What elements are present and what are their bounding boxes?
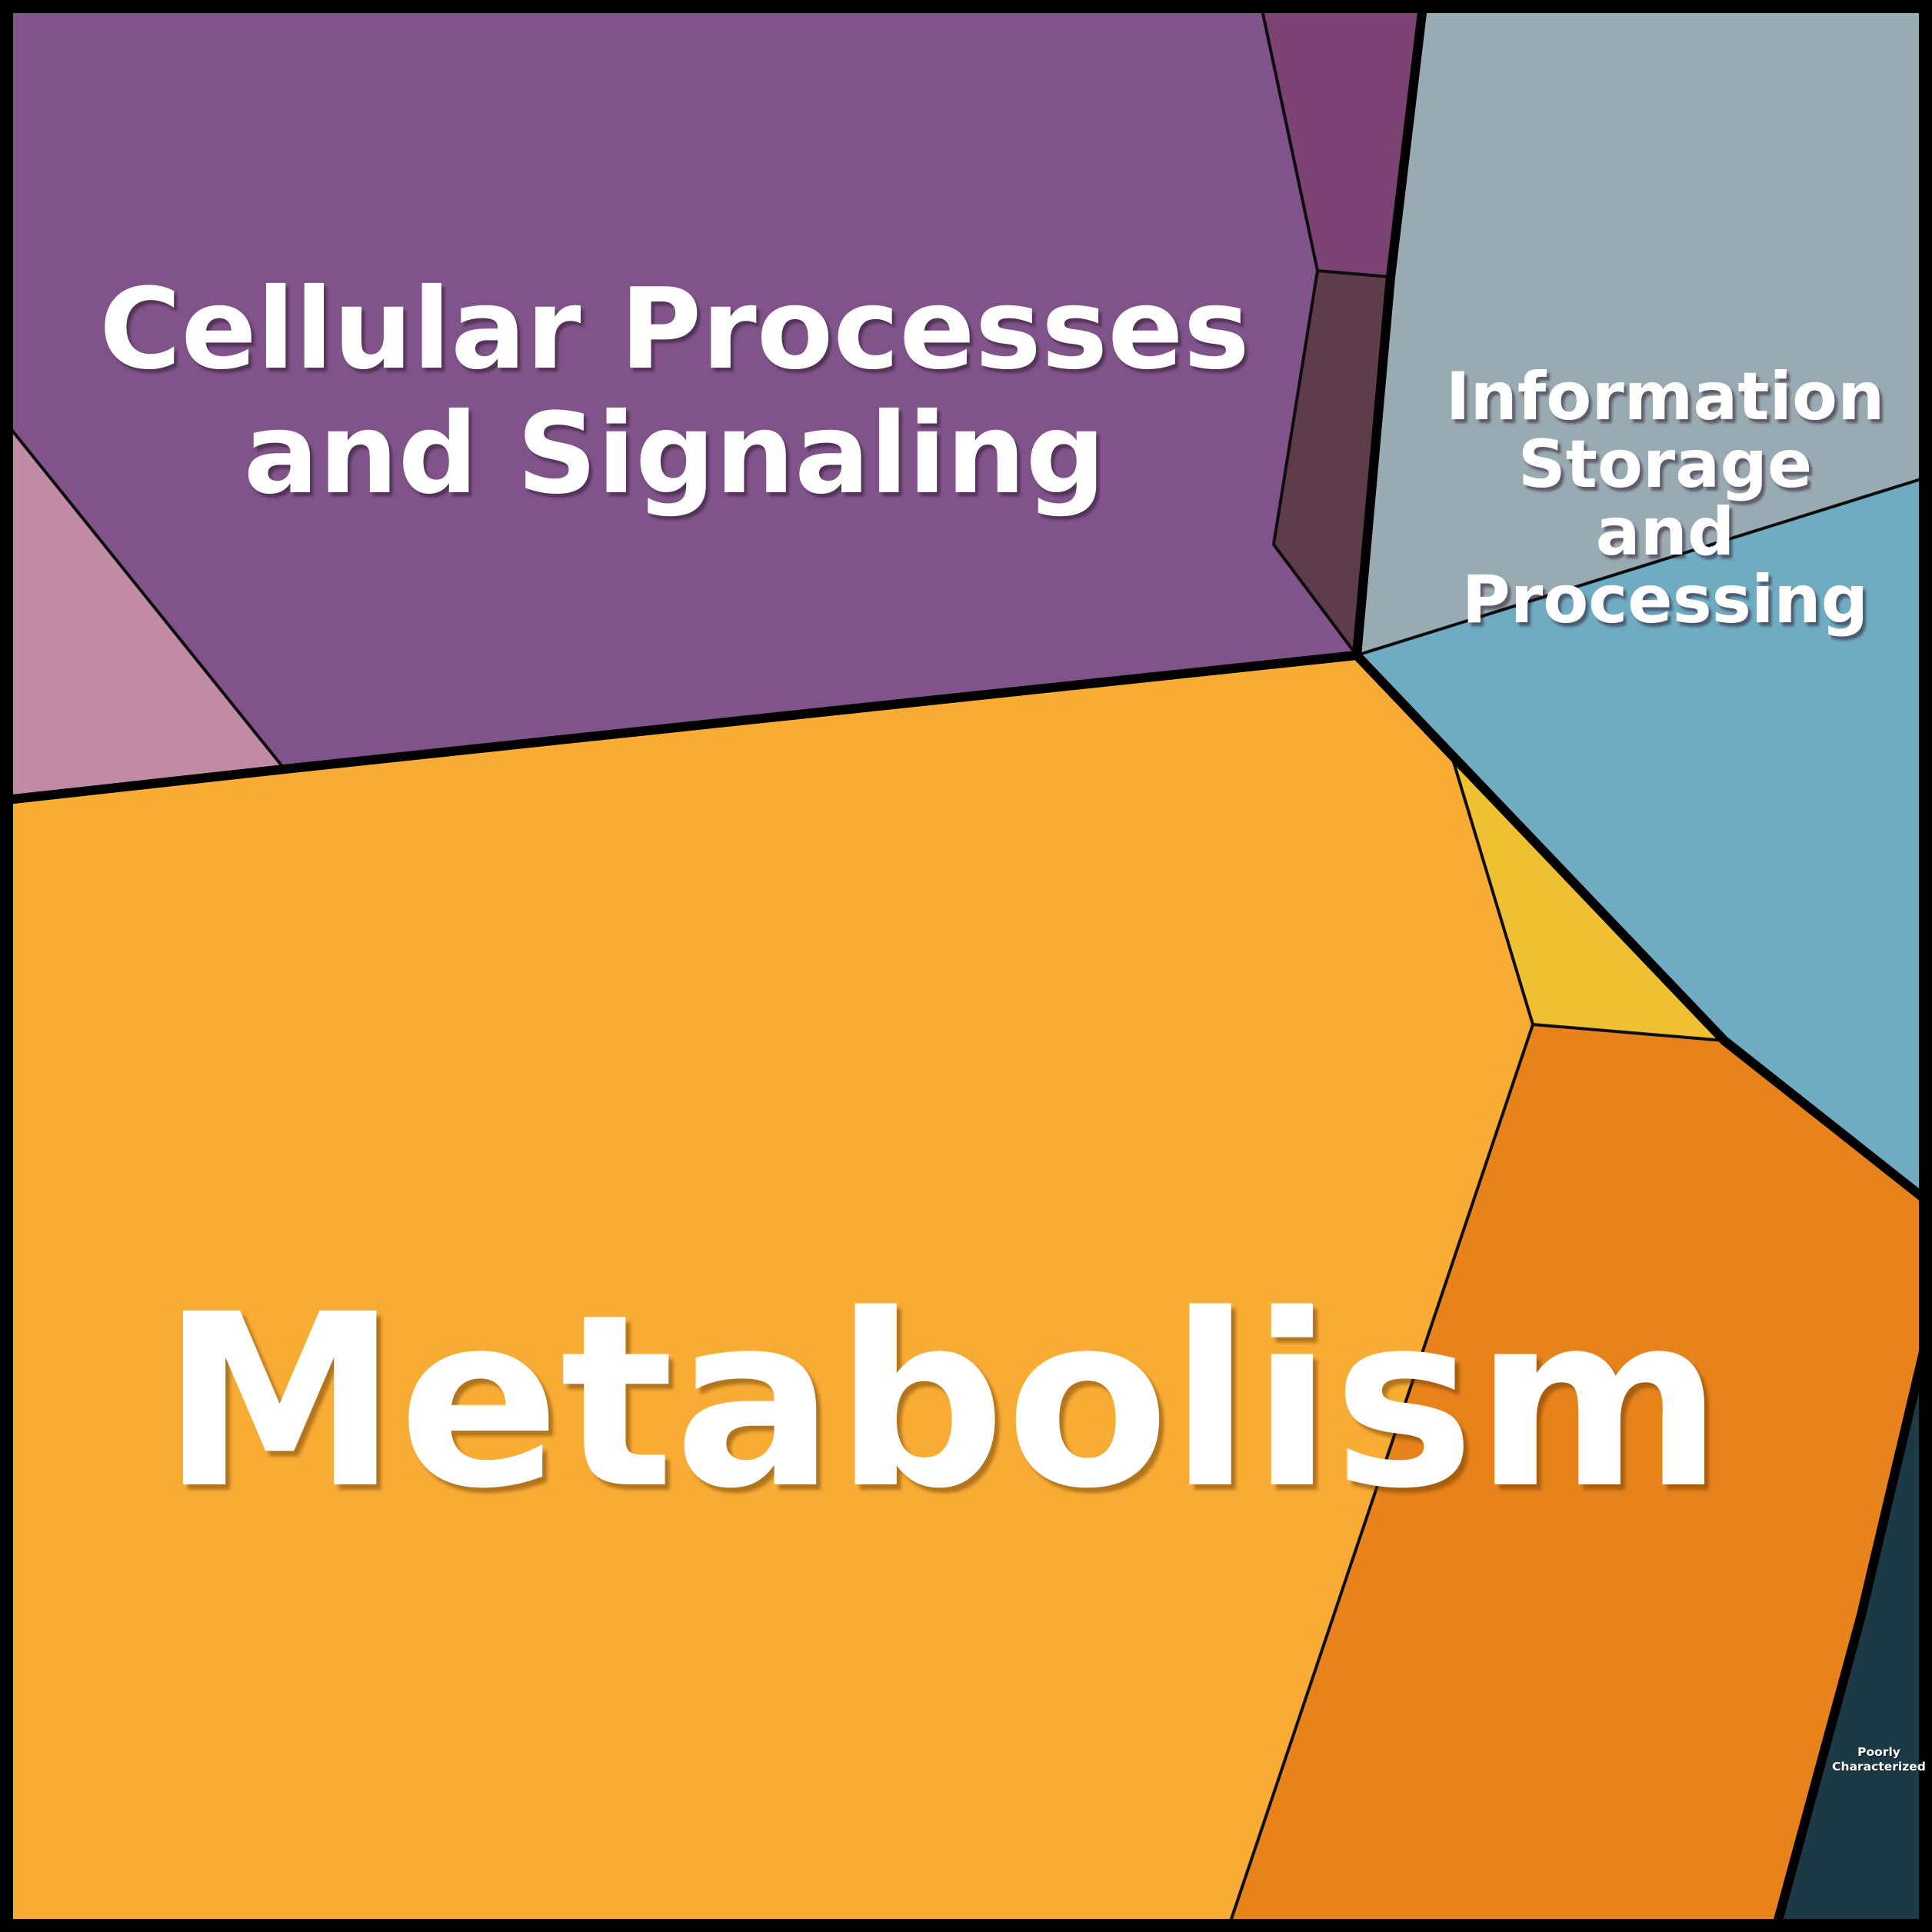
label-info-storage-line1: Information <box>1446 358 1885 435</box>
label-info-storage-line2: Storage <box>1518 426 1812 503</box>
boundary-metabolism-deep-orange <box>1227 1023 1534 1927</box>
label-info-storage-line4: Processing <box>1462 561 1868 638</box>
cell-info-storage-gray[interactable] <box>1357 6 1926 655</box>
cell-info-storage-blue-subcell[interactable] <box>1357 478 1926 1200</box>
label-poorly-characterized-line2: Characterized <box>1832 1760 1926 1774</box>
label-cellular-processes-line1: Cellular Processes <box>99 265 1250 395</box>
cell-cellular-processes-main[interactable] <box>6 6 1357 800</box>
cell-poorly-characterized[interactable] <box>1777 1342 1926 1926</box>
label-cellular-processes-line2: and Signaling <box>244 389 1106 519</box>
label-info-storage-line3: and <box>1596 494 1735 571</box>
cell-metabolism-deep-orange-subcell[interactable] <box>1229 1024 1926 1926</box>
label-poorly-characterized-line1: Poorly <box>1857 1745 1900 1759</box>
cell-cellular-dark-top-subcell[interactable] <box>1261 6 1423 277</box>
boundary-info-gray-blue <box>1355 476 1927 657</box>
boundary-cellular-subcells <box>1260 5 1358 657</box>
cell-cellular-pink-subcell[interactable] <box>6 423 285 801</box>
label-metabolism: Metabolism <box>161 1264 1723 1541</box>
boundary-cellular-pink <box>5 421 286 771</box>
cell-metabolism-main[interactable] <box>6 655 1533 1926</box>
boundary-cellular-darktop-brown <box>1316 269 1392 278</box>
